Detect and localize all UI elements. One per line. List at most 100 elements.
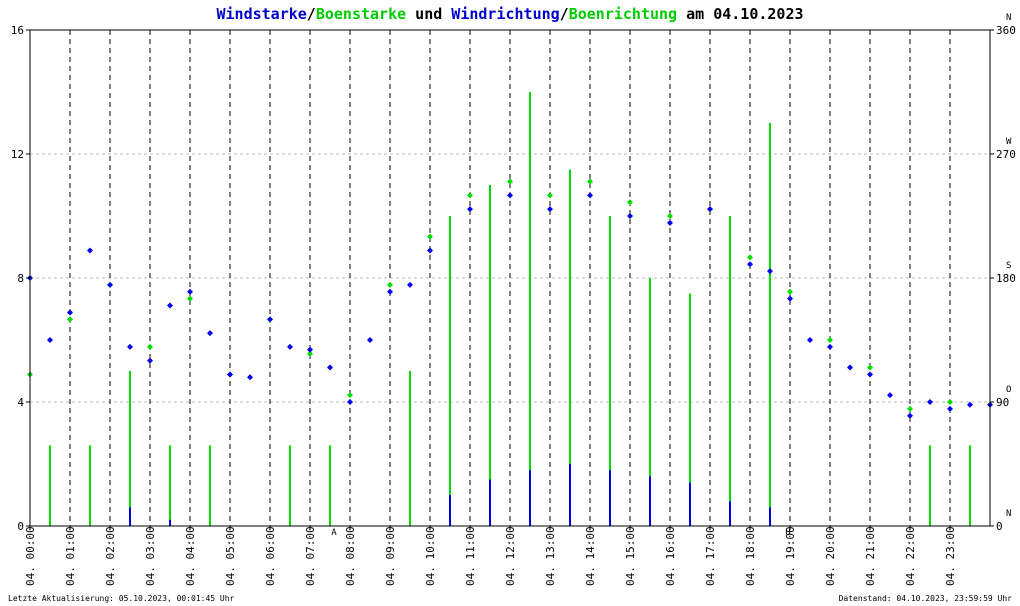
- direction-point-windrichtung: [507, 192, 513, 199]
- x-tick-label: 04. 09:00: [384, 526, 397, 586]
- x-tick-label: 04. 00:00: [24, 526, 37, 586]
- x-tick-label: 04. 03:00: [144, 526, 157, 586]
- x-tick-label: 04. 20:00: [824, 526, 837, 586]
- direction-point-windrichtung: [547, 206, 553, 213]
- direction-point-windrichtung: [667, 219, 673, 226]
- right-tick-label: 90: [996, 396, 1009, 409]
- right-tick-label: 180: [996, 272, 1016, 285]
- direction-point-boenrichtung: [867, 364, 873, 371]
- title-boenstarke: Boenstarke: [316, 5, 406, 23]
- direction-point-boenrichtung: [587, 178, 593, 185]
- direction-point-windrichtung: [227, 371, 233, 378]
- sun-marker: U: [785, 528, 790, 538]
- x-tick-label: 04. 10:00: [424, 526, 437, 586]
- direction-point-boenrichtung: [787, 288, 793, 295]
- direction-point-boenrichtung: [147, 343, 153, 350]
- right-tick-label: 270: [996, 148, 1016, 161]
- x-tick-label: 04. 15:00: [624, 526, 637, 586]
- direction-point-windrichtung: [87, 247, 93, 254]
- x-tick-label: 04. 08:00: [344, 526, 357, 586]
- compass-label: W: [1006, 137, 1012, 147]
- direction-point-boenrichtung: [347, 392, 353, 399]
- direction-point-boenrichtung: [827, 337, 833, 343]
- direction-point-boenrichtung: [627, 199, 633, 206]
- direction-point-boenrichtung: [307, 350, 313, 357]
- direction-point-windrichtung: [407, 281, 413, 288]
- direction-point-windrichtung: [947, 405, 953, 412]
- chart-title: Windstarke/Boenstarke und Windrichtung/B…: [216, 5, 803, 23]
- title-date: am 04.10.2023: [677, 5, 803, 23]
- title-und: und: [406, 5, 451, 23]
- direction-point-windrichtung: [587, 192, 593, 199]
- x-tick-label: 04. 11:00: [464, 526, 477, 586]
- direction-point-boenrichtung: [947, 399, 953, 405]
- x-tick-label: 04. 17:00: [704, 526, 717, 586]
- direction-point-windrichtung: [747, 261, 753, 268]
- direction-point-windrichtung: [347, 399, 353, 405]
- compass-label: N: [1006, 13, 1011, 23]
- left-tick-label: 0: [17, 520, 24, 533]
- x-tick-label: 04. 22:00: [904, 526, 917, 586]
- compass-label: S: [1006, 261, 1011, 271]
- direction-point-windrichtung: [967, 401, 973, 408]
- x-tick-label: 04. 14:00: [584, 526, 597, 586]
- direction-point-windrichtung: [167, 302, 173, 309]
- x-tick-label: 04. 05:00: [224, 526, 237, 586]
- x-tick-label: 04. 12:00: [504, 526, 517, 586]
- compass-label: O: [1006, 385, 1011, 395]
- x-tick-label: 04. 13:00: [544, 526, 557, 586]
- right-tick-label: 0: [996, 520, 1003, 533]
- direction-point-boenrichtung: [907, 405, 913, 412]
- right-tick-label: 360: [996, 24, 1016, 37]
- direction-point-windrichtung: [907, 412, 913, 419]
- title-windrichtung: Windrichtung: [451, 5, 559, 23]
- direction-point-windrichtung: [187, 288, 193, 295]
- direction-point-boenrichtung: [387, 281, 393, 288]
- x-tick-label: 04. 02:00: [104, 526, 117, 586]
- direction-point-windrichtung: [467, 206, 473, 213]
- speed-bars-layer: [49, 92, 971, 526]
- direction-point-windrichtung: [847, 364, 853, 371]
- direction-point-windrichtung: [327, 364, 333, 371]
- direction-point-windrichtung: [787, 295, 793, 302]
- direction-point-windrichtung: [147, 357, 153, 364]
- footer-last-update: Letzte Aktualisierung: 05.10.2023, 00:01…: [8, 594, 235, 603]
- title-sep-1: /: [307, 5, 316, 23]
- grid-layer: [30, 30, 990, 526]
- title-boenrichtung: Boenrichtung: [569, 5, 677, 23]
- direction-point-boenrichtung: [747, 254, 753, 261]
- x-tick-label: 04. 07:00: [304, 526, 317, 586]
- title-sep-2: /: [560, 5, 569, 23]
- direction-point-boenrichtung: [187, 295, 193, 302]
- compass-label: N: [1006, 509, 1011, 519]
- direction-point-windrichtung: [67, 309, 73, 316]
- footer-data-timestamp: Datenstand: 04.10.2023, 23:59:59 Uhr: [839, 594, 1013, 603]
- direction-point-windrichtung: [287, 343, 293, 350]
- x-tick-label: 04. 16:00: [664, 526, 677, 586]
- x-tick-label: 04. 04:00: [184, 526, 197, 586]
- direction-point-windrichtung: [387, 288, 393, 295]
- direction-point-boenrichtung: [507, 178, 513, 185]
- direction-point-windrichtung: [127, 343, 133, 350]
- left-tick-label: 4: [17, 396, 24, 409]
- title-windstarke: Windstarke: [216, 5, 306, 23]
- direction-point-windrichtung: [427, 247, 433, 254]
- direction-point-boenrichtung: [667, 213, 673, 219]
- direction-point-windrichtung: [267, 316, 273, 323]
- direction-point-windrichtung: [927, 399, 933, 405]
- direction-point-windrichtung: [107, 281, 113, 288]
- direction-point-windrichtung: [47, 337, 53, 343]
- direction-point-windrichtung: [867, 371, 873, 378]
- x-tick-label: 04. 06:00: [264, 526, 277, 586]
- direction-point-windrichtung: [247, 374, 253, 381]
- direction-point-windrichtung: [707, 206, 713, 213]
- direction-point-windrichtung: [887, 392, 893, 399]
- direction-points-layer: [27, 178, 993, 419]
- x-tick-label: 04. 01:00: [64, 526, 77, 586]
- direction-point-boenrichtung: [427, 233, 433, 240]
- x-tick-label: 04. 19:00: [784, 526, 797, 586]
- left-tick-label: 16: [11, 24, 24, 37]
- direction-point-windrichtung: [767, 268, 773, 275]
